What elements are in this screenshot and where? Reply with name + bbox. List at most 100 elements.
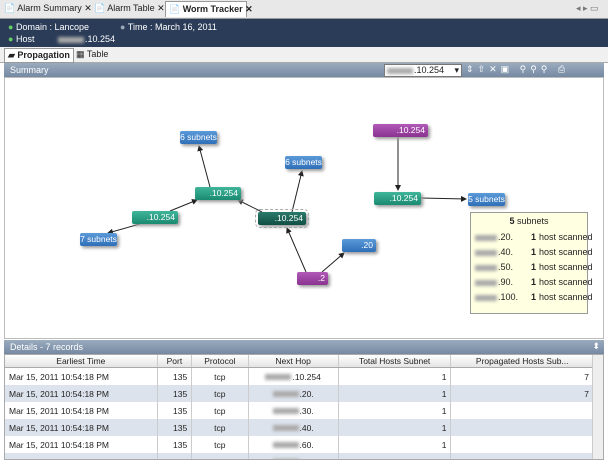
subtab[interactable]: ▰ Propagation [4, 48, 74, 63]
next-hop: .30. [299, 405, 314, 416]
tooltip-host: .90. [498, 277, 514, 287]
tab-label[interactable]: Worm Tracker [182, 4, 243, 14]
blur-box [475, 279, 497, 286]
column-header: Protocol [191, 355, 249, 368]
tooltip-text: host scanned [539, 262, 593, 272]
table-cell: Mar 15, 2011 10:54:18 PM [5, 385, 158, 402]
node[interactable]: .10.254 [195, 187, 241, 200]
blur-box [475, 249, 497, 256]
table-cell [450, 402, 594, 419]
table-row[interactable]: Mar 15, 2011 10:54:18 PM 135 tcp .10.254 1 7 [5, 367, 594, 385]
next-hop: .10.254 [292, 371, 321, 382]
tab-label[interactable]: Alarm Summary [17, 3, 82, 13]
tab[interactable]: 📄 Alarm Summary ✕ [4, 3, 92, 13]
node[interactable]: 6 subnets [180, 131, 217, 144]
details-table: Earliest Time Port Protocol Next Hop Total H… [5, 355, 594, 460]
tab-active[interactable]: 📄 Worm Tracker ✕ [165, 1, 253, 17]
table-cell: tcp [191, 419, 249, 436]
tooltip-host-count: 1 [530, 292, 536, 302]
table-cell: Mar 15, 2011 10:54:18 PM [5, 453, 158, 459]
node[interactable]: .10.254 [132, 211, 178, 224]
tab-nav[interactable]: ◂ ▸ ▭ [576, 3, 599, 13]
node[interactable]: .2 [297, 272, 328, 285]
tooltip-row: .20. 1 host scanned [475, 232, 593, 242]
column-header: Next Hop [248, 355, 339, 368]
column-header: Port [157, 355, 193, 368]
tab-bar: 📄 Alarm Summary ✕ 📄 Alarm Table ✕ 📄 Worm… [0, 0, 608, 19]
table-cell: .60. [248, 436, 339, 453]
tooltip-host: .40. [498, 247, 514, 257]
table-cell: .10.254 [248, 367, 339, 385]
toolbar-icons[interactable]: ⇕⇧✕▣ ⚲⚲⚲ ⎙ [466, 64, 570, 74]
tooltip-label: subnets [517, 216, 549, 226]
node[interactable]: 5 subnets [468, 193, 505, 206]
next-hop: .70. [300, 457, 314, 460]
column-header: Propagated Hosts Sub... [450, 355, 594, 368]
tab-label[interactable]: Alarm Table [107, 3, 155, 13]
table-cell: 1 [338, 367, 452, 385]
node[interactable]: .20 [342, 239, 376, 252]
table-cell: 1 [338, 419, 452, 436]
domain: Domain : Lancope [15, 22, 89, 32]
table-cell: tcp [191, 385, 249, 402]
node[interactable]: 6 subnets [285, 156, 322, 169]
node[interactable]: .10.254 [255, 209, 309, 228]
selector-value[interactable]: .10.254 [414, 65, 445, 75]
table-cell: 1 [338, 402, 452, 419]
node[interactable]: 7 subnets [80, 233, 117, 246]
tooltip-host: .20. [498, 232, 514, 242]
tab[interactable]: 📄 Alarm Table ✕ [94, 3, 165, 13]
tooltip-host-count: 1 [530, 232, 536, 242]
blur-box [272, 442, 299, 449]
summary-bar: Summary .10.254 ▾ ⇕⇧✕▣ ⚲⚲⚲ ⎙ [4, 63, 604, 77]
table-cell: .30. [248, 402, 339, 419]
blur-box [475, 264, 497, 271]
table-cell: Mar 15, 2011 10:54:18 PM [5, 436, 158, 453]
blur-box [272, 391, 299, 398]
time: Time : March 16, 2011 [127, 22, 217, 32]
tooltip-text: host scanned [539, 247, 593, 257]
collapse-icon[interactable]: ⬍ [592, 341, 600, 351]
tooltip-row: .50. 1 host scanned [475, 262, 593, 272]
subtab[interactable]: ▦ Table [76, 49, 109, 59]
table-row[interactable]: Mar 15, 2011 10:54:18 PM 135 tcp .20. 1 7 [5, 385, 594, 402]
table-cell [450, 436, 594, 453]
table-cell: 135 [157, 367, 193, 385]
tooltip-text: host scanned [539, 232, 593, 242]
next-hop: .60. [299, 439, 314, 450]
subtab-label[interactable]: Table [86, 49, 109, 59]
blur-box [272, 425, 299, 432]
column-header: Earliest Time [5, 355, 158, 368]
subtab-label[interactable]: Propagation [17, 50, 70, 60]
table-cell: .70. [248, 453, 339, 460]
edges [107, 137, 467, 273]
table-cell: 1 [338, 385, 452, 402]
scrollbar[interactable] [592, 355, 603, 459]
details-title: Details - 7 records [10, 342, 84, 352]
tooltip-row: .100. 1 host scanned [475, 292, 593, 302]
table-cell: tcp [191, 436, 249, 453]
table-cell [450, 453, 594, 459]
table-row[interactable]: Mar 15, 2011 10:54:18 PM 135 tcp .30. 1 [5, 402, 594, 419]
table-cell: 7 [450, 367, 594, 385]
header: ● Domain : Lancope ● Time : March 16, 20… [0, 19, 608, 47]
tooltip-text: host scanned [539, 277, 593, 287]
tooltip-host: .50. [498, 262, 514, 272]
table-cell: 135 [157, 436, 193, 453]
node[interactable]: .10.254 [373, 124, 428, 137]
tooltip-text: host scanned [539, 292, 593, 302]
table-cell: 135 [157, 453, 193, 459]
node[interactable]: .10.254 [374, 192, 421, 205]
table-row[interactable]: Mar 15, 2011 10:54:18 PM 135 tcp .40. 1 [5, 419, 594, 436]
table-cell: Mar 15, 2011 10:54:18 PM [5, 367, 158, 385]
graph-area [4, 77, 604, 339]
table-cell [450, 419, 594, 436]
host-selector[interactable]: .10.254 ▾ [384, 64, 462, 77]
table-cell: 7 [450, 385, 594, 402]
table-row[interactable]: Mar 15, 2011 10:54:18 PM 135 tcp .60. 1 [5, 436, 594, 453]
details-table-wrap: Earliest Time Port Protocol Next Hop Total H… [4, 354, 604, 460]
tooltip-host-count: 1 [530, 247, 536, 257]
tooltip-host-count: 1 [530, 262, 536, 272]
